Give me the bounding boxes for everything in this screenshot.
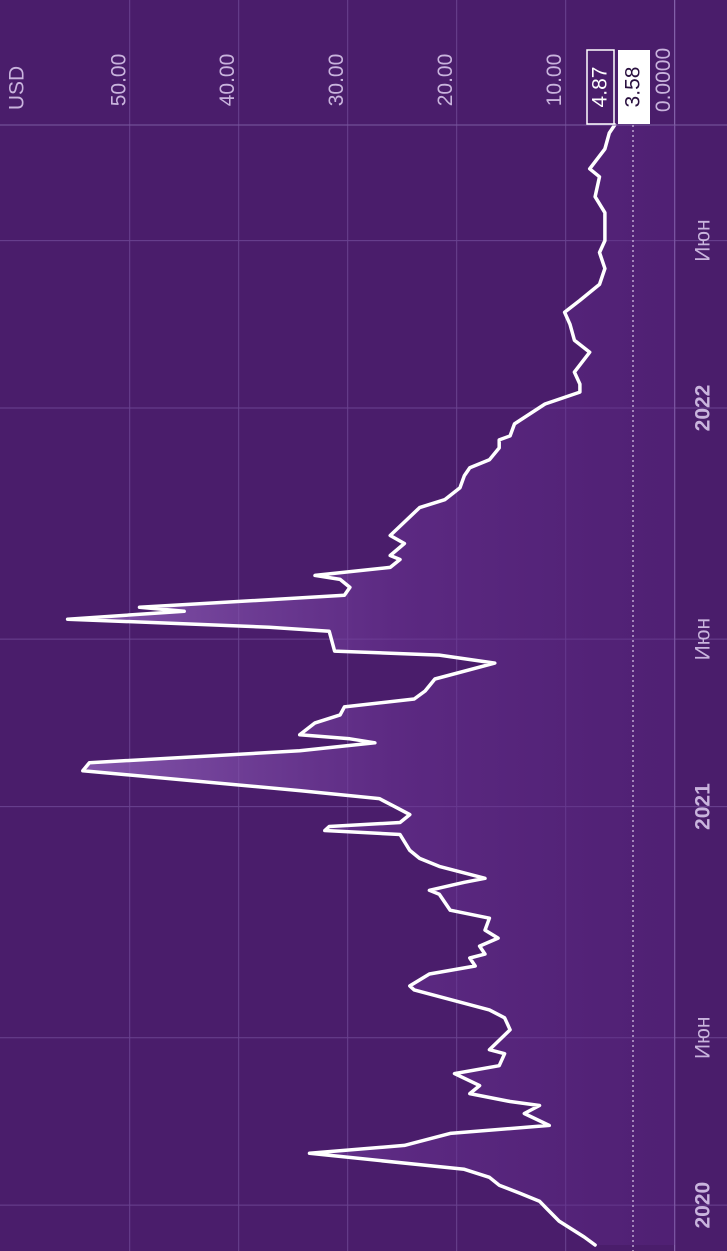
x-tick-label: 2022 xyxy=(692,385,715,432)
x-tick-label: Июн xyxy=(692,1017,715,1059)
area xyxy=(67,125,675,1245)
price-label-box xyxy=(586,49,615,125)
x-tick-label: 2020 xyxy=(692,1182,715,1229)
x-tick-label: Июн xyxy=(692,618,715,660)
line xyxy=(65,123,617,1247)
y-tick-label: 30.00 xyxy=(325,54,348,107)
y-tick-label: 40.00 xyxy=(216,54,239,107)
price-label-current: 3.58 xyxy=(618,50,650,124)
plot xyxy=(65,123,675,1247)
price-label-high: 4.87 xyxy=(586,49,615,125)
price-label-box xyxy=(618,50,650,124)
price-label: 3.58 xyxy=(622,67,645,108)
x-tick-label: Июн xyxy=(692,219,715,261)
price-label: 4.87 xyxy=(589,67,612,108)
y-tick-label: 0.0000 xyxy=(652,48,675,112)
x-tick-label: 2021 xyxy=(692,783,715,830)
y-tick-label: 50.00 xyxy=(107,54,130,107)
unit-label: USD xyxy=(6,66,29,110)
y-tick-label: 10.00 xyxy=(543,54,566,107)
y-tick-label: 20.00 xyxy=(434,54,457,107)
